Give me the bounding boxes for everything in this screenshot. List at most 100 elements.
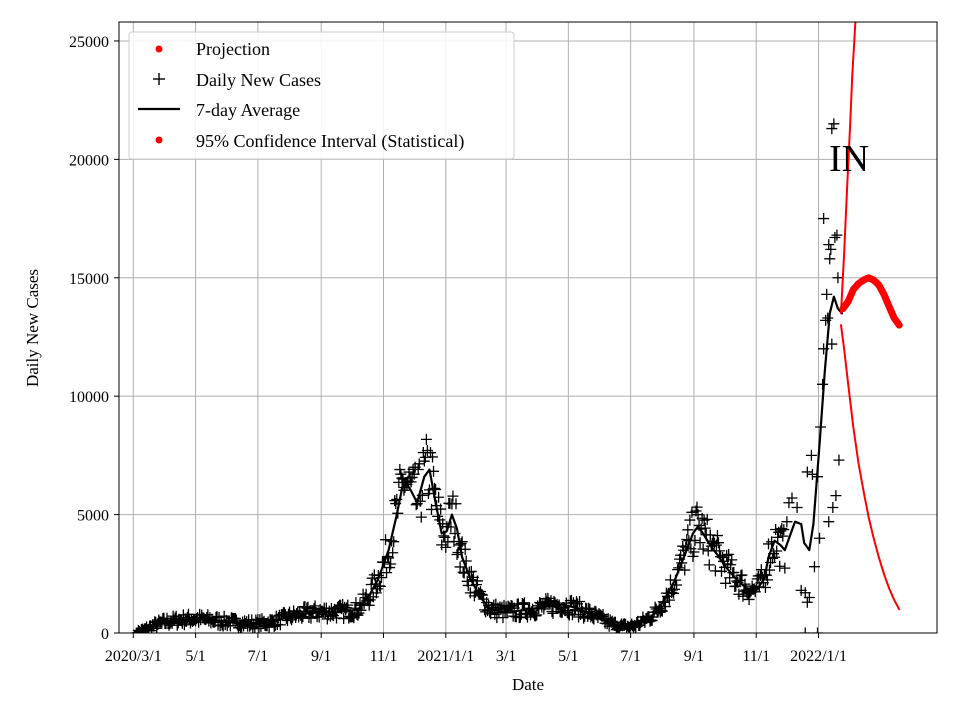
daily-case-point [829, 232, 841, 244]
data-marks [130, 22, 903, 633]
daily-case-point [736, 569, 748, 581]
daily-case-point [774, 560, 786, 572]
x-tick-label: 3/1 [496, 648, 516, 665]
legend-label-projection: Projection [196, 39, 270, 59]
daily-case-point [691, 501, 703, 513]
legend-label-confidence-interval: 95% Confidence Interval (Statistical) [196, 131, 464, 152]
daily-case-point [659, 601, 671, 613]
legend: Projection Daily New Cases 7-day Average… [128, 31, 515, 160]
y-tick-label: 15000 [69, 271, 109, 288]
daily-case-point [823, 239, 835, 251]
daily-case-point [374, 580, 386, 592]
daily-case-point [821, 288, 833, 300]
daily-case-point [808, 561, 820, 573]
daily-case-point [420, 433, 432, 445]
daily-case-point [389, 495, 401, 507]
legend-marker-projection [155, 45, 163, 53]
daily-case-point [440, 541, 452, 553]
plot-frame [118, 21, 938, 634]
daily-case-point [781, 516, 793, 528]
daily-case-point [776, 523, 788, 535]
daily-case-point [697, 543, 709, 555]
daily-case-point [779, 562, 791, 574]
daily-case-point [531, 609, 543, 621]
daily-case-point [447, 490, 459, 502]
x-tick-label: 2020/3/1 [105, 648, 162, 665]
daily-case-point [699, 522, 711, 534]
x-tick-label: 7/1 [620, 648, 640, 665]
daily-case-point [415, 511, 427, 523]
daily-case-point [713, 545, 725, 557]
daily-case-point [679, 564, 691, 576]
daily-case-point [769, 551, 781, 563]
legend-label-daily-new-cases: Daily New Cases [196, 70, 321, 90]
daily-case-point [711, 530, 723, 542]
x-tick-label: 5/1 [185, 648, 205, 665]
daily-case-point [801, 596, 813, 608]
95-ci-upper-line [840, 22, 857, 315]
daily-case-point [682, 524, 694, 536]
y-tick-label: 20000 [69, 152, 109, 169]
daily-case-point [696, 512, 708, 524]
legend-box [128, 31, 515, 160]
daily-case-point [342, 599, 354, 611]
legend-marker-confidence-interval [155, 136, 163, 144]
daily-case-point [720, 577, 732, 589]
daily-case-point [832, 272, 844, 284]
projection-line [839, 274, 903, 329]
daily-case-point [791, 501, 803, 513]
daily-case-point [759, 582, 771, 594]
daily-case-point [778, 524, 790, 536]
daily-case-point [703, 559, 715, 571]
daily-case-point [182, 608, 194, 620]
daily-case-point [786, 492, 798, 504]
y-tick-label: 0 [101, 626, 109, 643]
daily-case-point [385, 558, 397, 570]
daily-case-point [687, 550, 699, 562]
daily-case-point [825, 243, 837, 255]
daily-case-point [462, 579, 474, 591]
y-axis-label: Daily New Cases [23, 269, 42, 387]
daily-case-point [743, 593, 755, 605]
x-tick-label: 2021/1/1 [417, 648, 474, 665]
daily-case-point [398, 484, 410, 496]
daily-case-point [701, 513, 713, 525]
daily-case-point [694, 537, 706, 549]
daily-case-point [823, 516, 835, 528]
daily-case-point [405, 476, 417, 488]
daily-case-point [565, 594, 577, 606]
daily-case-point [799, 627, 811, 633]
daily-case-point [712, 537, 724, 549]
daily-case-point [583, 602, 595, 614]
95-ci-lower-line [840, 324, 901, 611]
daily-case-point [518, 597, 530, 609]
7-day-average-line [132, 295, 844, 633]
daily-case-point [380, 534, 392, 546]
daily-case-point [363, 599, 375, 611]
daily-case-point [412, 463, 424, 475]
daily-case-point [805, 449, 817, 461]
daily-case-point [506, 600, 518, 612]
daily-case-point [574, 596, 586, 608]
daily-case-point [777, 530, 789, 542]
x-tick-label: 9/1 [684, 648, 704, 665]
daily-case-point [726, 554, 738, 566]
daily-case-point [772, 531, 784, 543]
daily-case-point [530, 610, 542, 622]
x-tick-label: 11/1 [370, 648, 398, 665]
axes: 2020/3/1 5/1 7/1 9/1 11/1 2021/1/1 3/1 5/1 7/1 9/… [69, 34, 847, 665]
daily-case-point [826, 123, 838, 135]
daily-case-point [663, 594, 675, 606]
daily-case-point [806, 468, 818, 480]
daily-case-point [803, 591, 815, 603]
x-tick-label: 7/1 [248, 648, 268, 665]
daily-case-point [305, 612, 317, 624]
daily-case-point [818, 213, 830, 225]
daily-case-point [471, 575, 483, 587]
daily-case-point [830, 490, 842, 502]
y-tick-label: 25000 [69, 34, 109, 51]
daily-case-point [812, 627, 824, 633]
daily-case-point [822, 312, 834, 324]
daily-case-point [427, 451, 439, 463]
